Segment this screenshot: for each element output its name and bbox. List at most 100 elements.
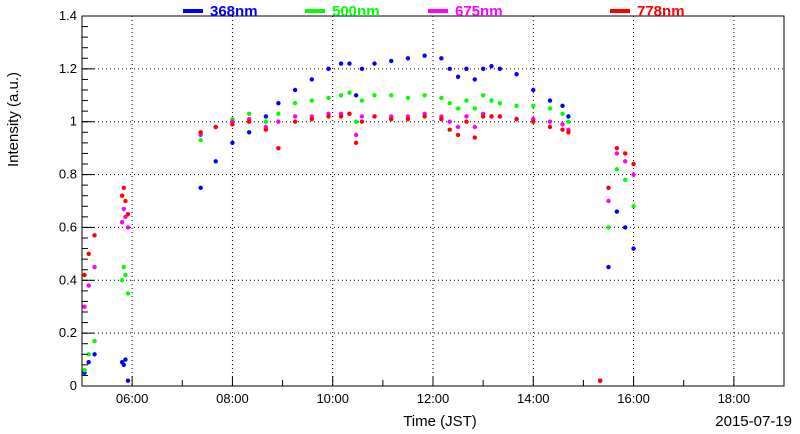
data-point-368nm (326, 66, 331, 72)
data-point-675nm (86, 283, 91, 288)
data-point-368nm (497, 66, 503, 72)
data-point-500nm (198, 138, 203, 143)
data-point-368nm (276, 101, 281, 106)
data-point-500nm (560, 111, 565, 116)
data-point-500nm (276, 111, 281, 116)
x-tick-label: 16:00 (617, 391, 650, 406)
data-point-368nm (347, 61, 352, 66)
data-point-368nm (213, 159, 218, 164)
data-point-500nm (125, 291, 131, 296)
data-point-675nm (125, 225, 131, 230)
y-axis-ticks: 0 0.2 0.4 0.6 0.8 1 1.2 1.4 (59, 8, 94, 393)
data-point-500nm (455, 106, 461, 111)
data-point-778nm (547, 124, 553, 130)
data-point-500nm (405, 95, 411, 101)
data-point-368nm (353, 93, 359, 98)
data-point-368nm (372, 61, 377, 66)
data-points (82, 53, 636, 383)
data-point-500nm (631, 204, 636, 209)
data-point-675nm (292, 114, 298, 119)
x-tick-label: 06:00 (116, 391, 149, 406)
data-point-500nm (472, 106, 477, 111)
x-axis-ticks: 06:00 08:00 10:00 12:00 14:00 16:00 18:00 (81, 376, 785, 406)
data-point-500nm (82, 367, 87, 373)
data-point-368nm (547, 98, 553, 103)
data-point-368nm (455, 74, 461, 79)
legend: 368nm 500nm 675nm 778nm (183, 3, 685, 20)
x-tick-label: 12:00 (417, 391, 450, 406)
data-point-368nm (230, 140, 235, 146)
data-point-778nm (263, 127, 269, 132)
data-point-500nm (389, 93, 394, 98)
data-point-368nm (121, 362, 126, 368)
data-point-675nm (623, 159, 628, 164)
data-point-368nm (439, 56, 444, 61)
data-point-500nm (92, 338, 97, 344)
legend-label: 500nm (332, 3, 380, 20)
data-point-368nm (125, 378, 131, 383)
data-point-368nm (92, 352, 97, 357)
data-point-368nm (359, 66, 365, 72)
data-point-368nm (631, 246, 636, 251)
data-point-500nm (309, 98, 315, 103)
data-point-778nm (92, 233, 97, 238)
data-point-500nm (86, 352, 91, 357)
data-point-500nm (439, 95, 444, 101)
data-point-778nm (531, 119, 536, 124)
date-stamp: 2015-07-19 (715, 413, 792, 430)
data-point-675nm (447, 119, 452, 124)
data-point-500nm (447, 101, 452, 106)
y-tick-label: 0.6 (59, 219, 77, 234)
data-point-500nm (326, 95, 331, 101)
y-tick-label: 0 (70, 378, 77, 393)
data-point-778nm (405, 116, 411, 122)
data-point-675nm (560, 122, 565, 127)
data-point-778nm (614, 145, 620, 151)
data-point-778nm (497, 114, 503, 119)
data-point-500nm (121, 264, 126, 270)
data-point-675nm (82, 304, 87, 309)
data-point-778nm (439, 116, 444, 122)
data-point-675nm (631, 172, 636, 177)
data-point-500nm (119, 278, 125, 283)
data-point-778nm (489, 114, 494, 119)
data-point-778nm (338, 114, 344, 119)
data-point-675nm (472, 124, 477, 130)
legend-label: 675nm (455, 3, 503, 20)
data-point-778nm (566, 130, 571, 135)
data-point-778nm (623, 151, 628, 156)
y-tick-label: 0.8 (59, 167, 77, 182)
data-point-675nm (119, 219, 125, 225)
y-tick-label: 0.2 (59, 325, 77, 340)
data-point-778nm (82, 272, 87, 278)
data-point-368nm (422, 53, 427, 58)
data-point-778nm (309, 116, 315, 122)
data-point-500nm (547, 106, 553, 111)
data-point-778nm (597, 378, 603, 383)
data-point-778nm (631, 161, 636, 167)
plot-grid (82, 15, 784, 387)
data-point-675nm (464, 114, 469, 119)
data-point-778nm (121, 185, 126, 190)
data-point-675nm (614, 151, 620, 156)
data-point-368nm (566, 114, 571, 119)
data-point-500nm (497, 101, 503, 106)
data-point-778nm (347, 111, 352, 116)
data-point-778nm (213, 124, 218, 130)
legend-label: 368nm (210, 3, 258, 20)
data-point-368nm (338, 61, 344, 66)
data-point-368nm (86, 360, 91, 365)
data-point-778nm (514, 116, 519, 122)
x-tick-label: 10:00 (316, 391, 349, 406)
data-point-500nm (464, 98, 469, 103)
data-point-778nm (359, 119, 365, 124)
data-point-368nm (560, 103, 565, 109)
data-point-500nm (246, 111, 252, 116)
data-point-778nm (246, 119, 252, 124)
data-point-675nm (359, 114, 365, 119)
data-point-368nm (614, 209, 620, 214)
data-point-675nm (92, 264, 97, 270)
data-point-368nm (489, 64, 494, 69)
data-point-778nm (455, 132, 461, 138)
